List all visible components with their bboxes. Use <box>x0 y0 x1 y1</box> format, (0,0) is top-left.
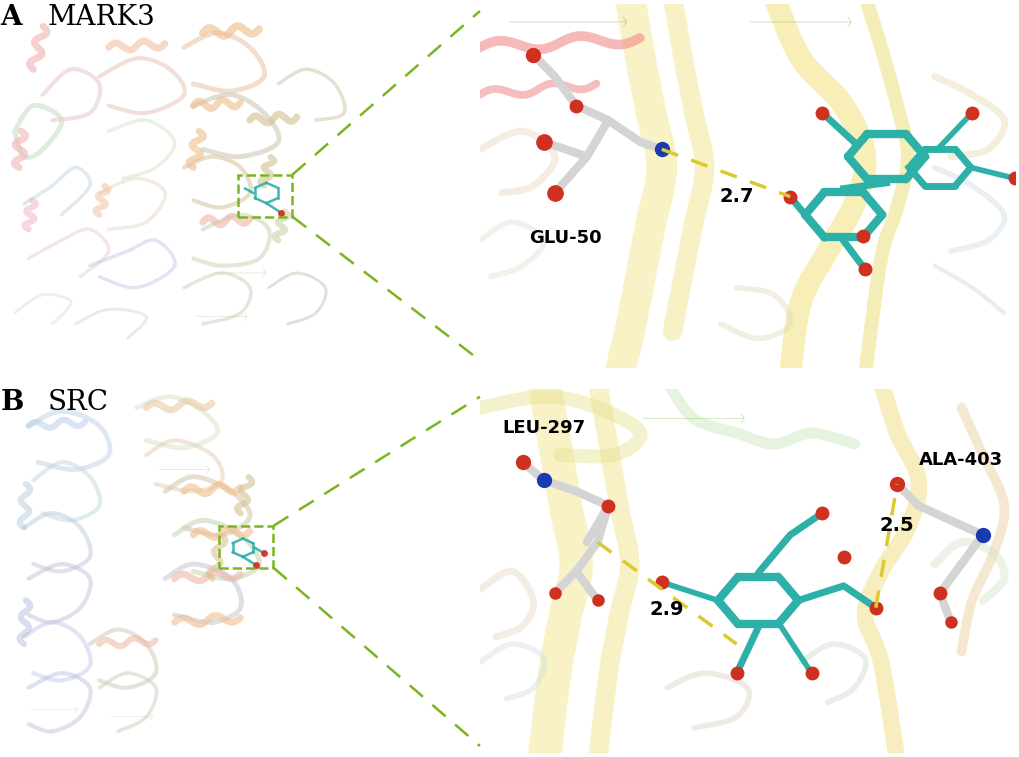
Text: B: B <box>0 389 23 416</box>
Text: 2.5: 2.5 <box>879 516 914 535</box>
Text: 2.7: 2.7 <box>718 187 753 206</box>
Text: GLU-50: GLU-50 <box>529 229 601 248</box>
Text: SRC: SRC <box>48 389 108 416</box>
Text: A: A <box>0 4 22 31</box>
Text: LEU-297: LEU-297 <box>502 419 585 437</box>
Text: 2.9: 2.9 <box>649 600 684 619</box>
Text: ALA-403: ALA-403 <box>918 451 1003 469</box>
Text: MARK3: MARK3 <box>48 4 155 31</box>
